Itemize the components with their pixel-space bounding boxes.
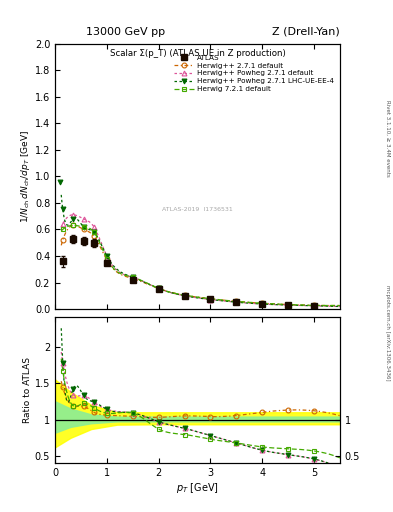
Text: Z (Drell-Yan): Z (Drell-Yan)	[272, 27, 340, 37]
X-axis label: $p_T$ [GeV]: $p_T$ [GeV]	[176, 481, 219, 495]
Text: mcplots.cern.ch [arXiv:1306.3436]: mcplots.cern.ch [arXiv:1306.3436]	[385, 285, 390, 380]
Y-axis label: Ratio to ATLAS: Ratio to ATLAS	[23, 357, 32, 423]
Text: ATLAS-2019  I1736531: ATLAS-2019 I1736531	[162, 207, 233, 212]
Text: Scalar Σ(p_T) (ATLAS UE in Z production): Scalar Σ(p_T) (ATLAS UE in Z production)	[110, 49, 285, 58]
Text: 13000 GeV pp: 13000 GeV pp	[86, 27, 165, 37]
Legend: ATLAS, Herwig++ 2.7.1 default, Herwig++ Powheg 2.7.1 default, Herwig++ Powheg 2.: ATLAS, Herwig++ 2.7.1 default, Herwig++ …	[172, 52, 336, 94]
Y-axis label: $1/N_\mathrm{ch}\,dN_\mathrm{ch}/dp_T$ [GeV]: $1/N_\mathrm{ch}\,dN_\mathrm{ch}/dp_T$ […	[19, 130, 32, 223]
Text: Rivet 3.1.10, ≥ 3.4M events: Rivet 3.1.10, ≥ 3.4M events	[385, 100, 390, 177]
